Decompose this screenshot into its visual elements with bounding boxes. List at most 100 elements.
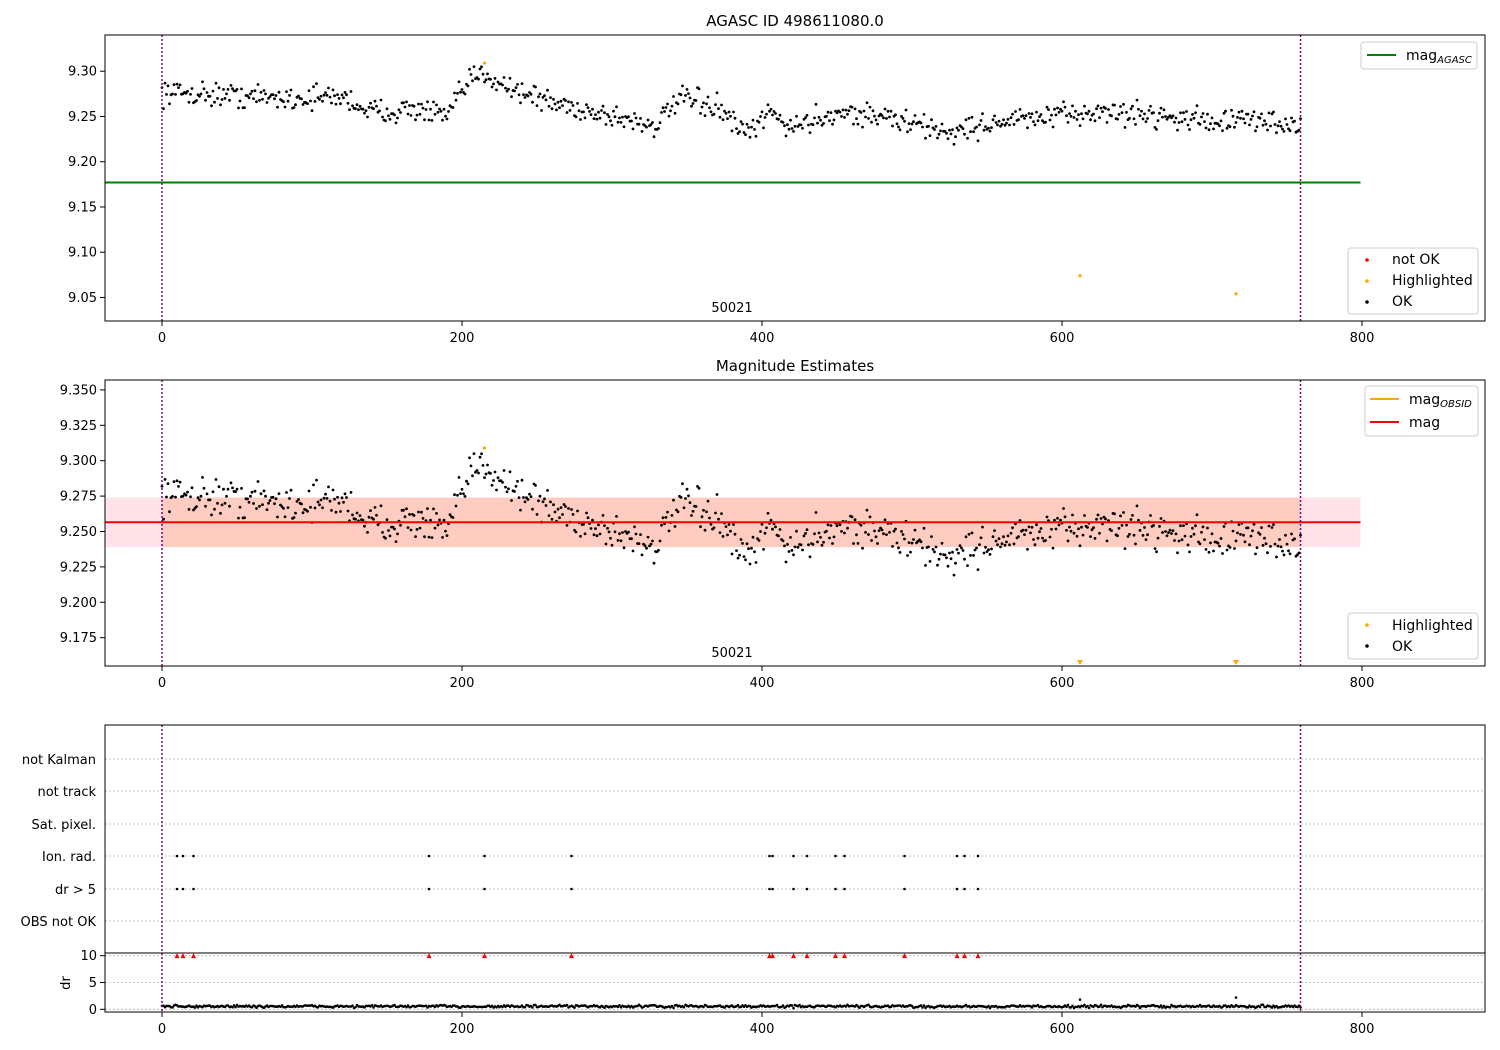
ok-point (919, 121, 923, 125)
ok-point (412, 104, 416, 108)
ok-point (358, 514, 362, 517)
ok-point (972, 130, 975, 134)
dr-point (790, 1004, 794, 1007)
ok-point (774, 525, 777, 529)
ok-point (1036, 119, 1040, 123)
ok-point (331, 488, 335, 492)
flag-label-dr-gt-5: dr > 5 (55, 883, 96, 898)
ok-point (297, 94, 300, 98)
ok-point (765, 112, 768, 116)
ok-point (909, 550, 912, 554)
ok-point (1032, 120, 1035, 123)
ok-point (769, 518, 773, 522)
ok-point (795, 114, 798, 118)
ok-point (943, 553, 947, 557)
ok-point (300, 97, 303, 101)
ok-point (784, 560, 788, 564)
dr-flag-marker (180, 953, 186, 959)
ok-point (346, 509, 350, 513)
x-tick-label: 400 (750, 1022, 775, 1037)
ok-point (228, 504, 231, 508)
ok-point (720, 512, 723, 515)
flag-marker (955, 887, 959, 891)
ok-point (493, 470, 497, 474)
ok-point (1029, 116, 1032, 119)
ok-point (438, 518, 441, 522)
ok-point (1059, 518, 1062, 522)
ok-point (504, 86, 507, 90)
ok-point (523, 96, 527, 99)
ok-point (1222, 525, 1226, 528)
ok-point (1116, 117, 1119, 121)
ok-point (354, 517, 357, 521)
ok-point (1203, 120, 1206, 123)
ok-point (874, 535, 878, 539)
ok-point (585, 103, 588, 106)
ok-point (882, 116, 885, 120)
ok-point (777, 534, 780, 538)
ok-point (894, 527, 897, 531)
ok-point (1089, 535, 1092, 538)
dr-point (231, 1006, 234, 1009)
ok-point (949, 132, 953, 136)
ok-point (1198, 122, 1202, 126)
ok-point (513, 89, 516, 93)
ok-point (609, 119, 612, 123)
ok-point (937, 132, 941, 136)
ok-point (543, 497, 546, 501)
ok-point (171, 92, 174, 96)
ok-point (852, 122, 855, 126)
ok-point (459, 492, 462, 495)
ok-point (799, 123, 803, 127)
ok-point (667, 529, 671, 533)
panel1-highlighted-points (482, 61, 1238, 296)
ok-point (667, 114, 671, 118)
ok-point (657, 127, 660, 130)
ok-point (699, 525, 702, 529)
flag-markers (175, 854, 980, 891)
ok-point (1026, 547, 1029, 551)
ok-point (996, 543, 999, 547)
ok-point (475, 469, 479, 472)
ok-point (558, 516, 561, 520)
ok-point (343, 492, 347, 496)
ok-point (313, 506, 317, 510)
dr-flag-marker (954, 953, 960, 959)
ok-point (429, 518, 432, 522)
legend-highlighted-marker (1365, 623, 1369, 627)
ok-point (724, 525, 728, 528)
ok-point (1039, 527, 1043, 530)
ok-point (421, 106, 425, 110)
ok-point (684, 94, 687, 97)
ok-point (787, 550, 791, 553)
ok-point (175, 82, 179, 86)
y-tick-label: 9.225 (60, 560, 97, 575)
ok-point (1284, 533, 1287, 537)
ok-point (1123, 126, 1127, 129)
ok-point (274, 497, 278, 501)
highlighted-offscale-marker (1233, 660, 1239, 665)
ok-point (1201, 112, 1205, 115)
legend-mag-obsid: magOBSID (1409, 392, 1472, 410)
ok-point (213, 100, 216, 104)
ok-point (456, 493, 459, 497)
ok-point (466, 84, 470, 88)
y-tick-label: 9.25 (68, 110, 97, 125)
ok-point (790, 127, 794, 130)
flag-marker (427, 854, 431, 858)
ok-point (658, 121, 662, 124)
ok-point (417, 102, 420, 106)
ok-point (1041, 536, 1044, 540)
ok-point (237, 516, 240, 520)
x-tick-label: 800 (1350, 1022, 1375, 1037)
ok-point (1191, 113, 1194, 116)
ok-point (991, 118, 995, 122)
ok-point (1159, 106, 1163, 110)
ok-point (1120, 111, 1124, 114)
dr-point (171, 1006, 174, 1009)
ok-point (901, 117, 905, 120)
ok-point (922, 526, 926, 530)
ok-point (208, 498, 212, 502)
ok-point (1200, 115, 1203, 119)
ok-point (652, 561, 656, 565)
